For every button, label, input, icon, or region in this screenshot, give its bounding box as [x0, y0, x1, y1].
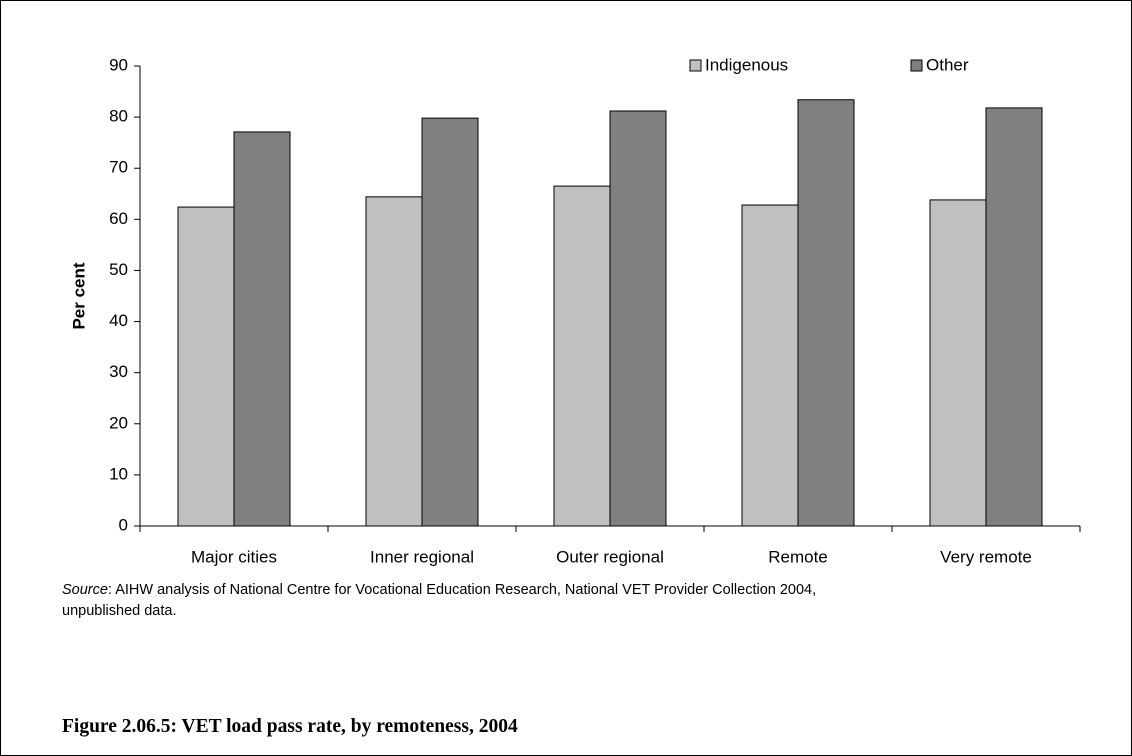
- source-note: Source: AIHW analysis of National Centre…: [62, 580, 816, 622]
- legend-swatch: [689, 59, 702, 72]
- y-tick-label: 30: [109, 362, 128, 381]
- x-tick-label: Major cities: [191, 547, 277, 566]
- y-tick-label: 60: [109, 209, 128, 228]
- bar: [421, 117, 479, 527]
- source-label: Source: [62, 582, 108, 598]
- bar: [177, 206, 235, 527]
- bar: [797, 99, 855, 527]
- bar: [985, 107, 1043, 527]
- x-tick-label: Inner regional: [370, 547, 474, 566]
- x-tick-label: Outer regional: [556, 547, 664, 566]
- y-tick-label: 80: [109, 107, 128, 126]
- bar: [929, 199, 987, 527]
- legend-label: Indigenous: [705, 55, 788, 74]
- bar: [741, 204, 799, 527]
- y-tick-label: 10: [109, 464, 128, 483]
- y-tick-label: 90: [109, 55, 128, 74]
- bar: [553, 185, 611, 527]
- x-tick-label: Remote: [768, 547, 828, 566]
- bar: [365, 196, 423, 527]
- legend-label: Other: [926, 55, 969, 74]
- x-tick-label: Very remote: [940, 547, 1032, 566]
- bar: [233, 131, 291, 527]
- y-tick-label: 0: [119, 515, 128, 534]
- y-tick-label: 40: [109, 311, 128, 330]
- bar: [609, 110, 667, 527]
- figure-caption: Figure 2.06.5: VET load pass rate, by re…: [62, 716, 518, 737]
- y-axis-label: Per cent: [69, 262, 88, 329]
- source-text: unpublished data.: [62, 603, 177, 619]
- source-text: : AIHW analysis of National Centre for V…: [107, 582, 817, 598]
- legend-swatch: [910, 59, 923, 72]
- y-tick-label: 20: [109, 413, 128, 432]
- y-tick-label: 50: [109, 260, 128, 279]
- y-tick-label: 70: [109, 158, 128, 177]
